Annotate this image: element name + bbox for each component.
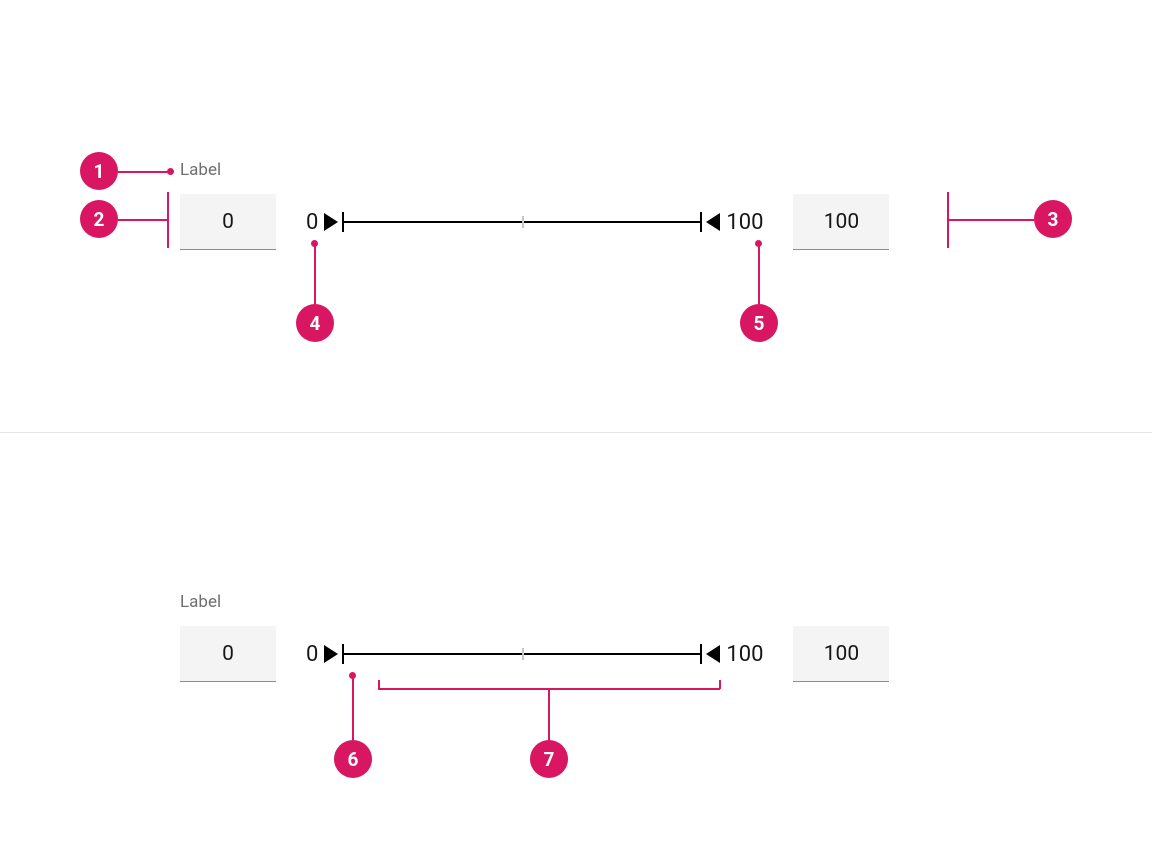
min-value-input[interactable] [180, 626, 276, 682]
max-range-label: 100 [726, 642, 763, 667]
annotation-badge-3: 3 [1034, 200, 1072, 238]
annotation-leader-7 [548, 688, 550, 740]
track-midtick [522, 216, 524, 228]
annotation-dot-4 [311, 240, 318, 247]
annotation-leader-3h [948, 219, 1034, 221]
track-endcap-left [342, 212, 344, 232]
annotation-bracket-7-r [719, 680, 721, 689]
slider-component-top: Label 0 100 [180, 160, 889, 250]
min-handle-icon[interactable] [324, 213, 340, 231]
annotation-badge-4: 4 [296, 304, 334, 342]
min-handle-icon[interactable] [324, 645, 340, 663]
annotation-dot-1 [167, 168, 174, 175]
slider-row: 0 100 [180, 194, 889, 250]
annotation-bracket-7-l [378, 680, 380, 689]
min-range-label: 0 [306, 642, 318, 667]
annotation-dot-6 [349, 672, 356, 679]
track-midtick [522, 648, 524, 660]
max-handle-icon[interactable] [704, 213, 720, 231]
annotation-badge-7: 7 [530, 740, 568, 778]
bottom-panel: Label 0 100 6 7 [0, 432, 1152, 864]
min-range-label: 0 [306, 210, 318, 235]
slider-track[interactable] [342, 221, 702, 224]
top-panel: Label 0 100 1 2 3 [0, 0, 1152, 432]
slider-label: Label [180, 160, 889, 180]
max-value-input[interactable] [793, 194, 889, 250]
track-endcap-left [342, 644, 344, 664]
annotation-badge-2: 2 [80, 200, 118, 238]
slider-track-container [340, 653, 704, 656]
slider-row: 0 100 [180, 626, 889, 682]
annotation-leader-1 [118, 171, 168, 173]
annotation-leader-4 [314, 244, 316, 304]
annotation-badge-6: 6 [334, 740, 372, 778]
annotation-badge-1: 1 [80, 152, 118, 190]
max-range-label: 100 [726, 210, 763, 235]
slider-label: Label [180, 592, 889, 612]
annotation-leader-5 [758, 244, 760, 304]
min-value-input[interactable] [180, 194, 276, 250]
annotation-leader-6 [352, 676, 354, 740]
annotation-badge-5: 5 [740, 304, 778, 342]
annotation-dot-5 [755, 240, 762, 247]
annotation-leader-2h [118, 219, 168, 221]
slider-track[interactable] [342, 653, 702, 656]
max-value-input[interactable] [793, 626, 889, 682]
annotation-bracket-3 [947, 192, 949, 248]
track-endcap-right [700, 644, 702, 664]
slider-track-container [340, 221, 704, 224]
slider-component-bottom: Label 0 100 [180, 592, 889, 682]
max-handle-icon[interactable] [704, 645, 720, 663]
track-endcap-right [700, 212, 702, 232]
annotation-bracket-2 [167, 192, 169, 248]
